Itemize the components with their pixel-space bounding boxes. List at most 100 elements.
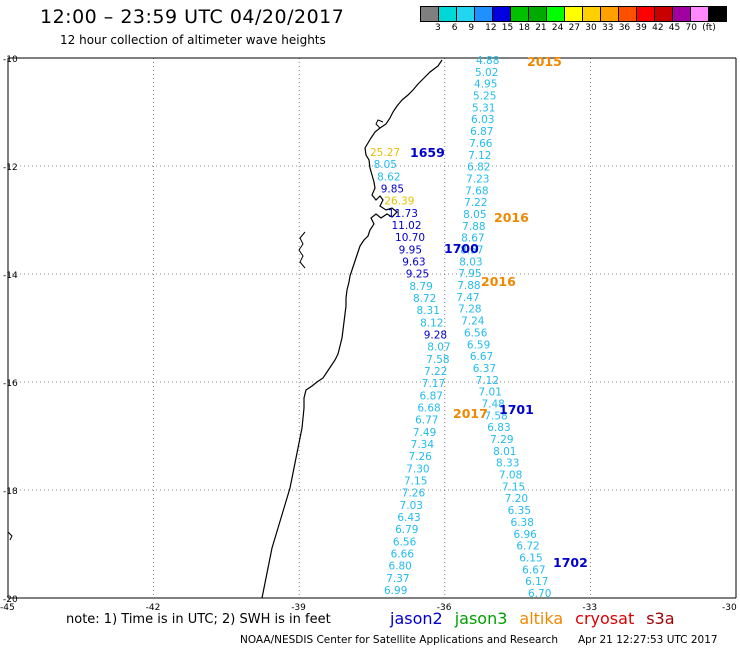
- color-scale-tick: 27: [568, 23, 581, 33]
- swh-value: 6.80: [388, 561, 411, 573]
- coastline: [261, 59, 443, 599]
- swh-value: 8.05: [374, 159, 397, 171]
- color-scale-tick: 3: [435, 23, 441, 33]
- swh-value: 6.15: [519, 552, 542, 564]
- ground-track-a: 4.885.024.955.255.316.036.877.667.126.82…: [456, 55, 551, 600]
- swh-value: 7.37: [386, 573, 409, 585]
- swh-value: 9.85: [381, 184, 404, 196]
- swh-value: 7.58: [484, 410, 507, 422]
- swh-value: 7.48: [481, 398, 504, 410]
- swh-value: 11.02: [391, 220, 421, 232]
- swh-value: 8.31: [417, 305, 440, 317]
- swh-value: 6.68: [417, 403, 440, 415]
- longitude-label: -33: [582, 603, 597, 613]
- swh-value: 11.73: [388, 208, 418, 220]
- page-subtitle: 12 hour collection of altimeter wave hei…: [60, 33, 326, 47]
- swh-value: 6.66: [391, 549, 415, 561]
- swh-value: 7.17: [422, 378, 445, 390]
- pass-time-label: 2016: [481, 274, 516, 289]
- swh-value: 9.95: [399, 244, 422, 256]
- color-scale-tick: 21: [535, 23, 547, 33]
- swh-value: 26.39: [384, 196, 414, 208]
- swh-value: 7.88: [457, 280, 480, 292]
- color-scale-tick: 36: [618, 23, 631, 33]
- pass-time-label: 1659: [410, 145, 445, 160]
- color-scale-tick: 18: [518, 23, 530, 33]
- swh-value: 7.12: [476, 375, 499, 387]
- longitude-label: -45: [0, 603, 15, 613]
- color-scale-tick: 42: [652, 23, 664, 33]
- swh-value: 5.02: [475, 67, 498, 79]
- longitude-label: -30: [722, 603, 737, 613]
- swh-value: 8.62: [377, 171, 400, 183]
- latitude-label: -16: [3, 379, 18, 389]
- swh-value: 6.67: [470, 351, 493, 363]
- ground-track-b: 25.278.058.629.8526.3911.7311.0210.709.9…: [370, 147, 451, 597]
- map-frame: [7, 57, 737, 599]
- swh-value: 7.58: [426, 354, 449, 366]
- swh-value: 6.59: [467, 339, 490, 351]
- swh-value: 6.67: [522, 564, 545, 576]
- longitude-label: -36: [437, 603, 452, 613]
- pass-time-label: 1700: [444, 241, 479, 256]
- swh-value: 8.79: [409, 281, 432, 293]
- swh-value: 7.34: [411, 439, 435, 451]
- pass-time-label: 1702: [553, 555, 588, 570]
- swh-value: 25.27: [370, 147, 400, 159]
- swh-value: 6.17: [525, 576, 548, 588]
- swh-value: 6.87: [420, 390, 443, 402]
- color-scale-tick: 39: [635, 23, 647, 33]
- swh-value: 8.72: [413, 293, 436, 305]
- pass-time-label: 2015: [527, 54, 562, 69]
- latitude-labels: -10 -12 -14 -16 -18 -20: [3, 55, 18, 605]
- latitude-label: -20: [3, 595, 18, 605]
- swh-value: 5.31: [472, 102, 495, 114]
- swh-value: 7.95: [458, 268, 481, 280]
- swh-value: 10.70: [395, 232, 425, 244]
- satellite-legend-item: jason3: [454, 609, 508, 628]
- map-grid: [8, 58, 736, 598]
- swh-value: 5.25: [473, 91, 496, 103]
- pass-time-label: 2016: [494, 210, 529, 225]
- swh-value: 8.05: [463, 209, 486, 221]
- credit-text: NOAA/NESDIS Center for Satellite Applica…: [240, 634, 558, 646]
- coastline-inlets: [7, 119, 384, 541]
- pass-time-label: 2017: [453, 406, 488, 421]
- latitude-label: -14: [3, 271, 18, 281]
- latitude-label: -10: [3, 55, 18, 65]
- satellite-legend: jason2 jason3 altika cryosat s3a: [390, 609, 687, 628]
- swh-value: 7.66: [469, 138, 493, 150]
- swh-value: 7.47: [456, 292, 479, 304]
- swh-value: 6.35: [508, 505, 531, 517]
- color-scale-swatch: [708, 6, 727, 22]
- pass-time-labels: 2015 1659 2016 1700 2016 2017 1701 1702: [410, 54, 588, 570]
- swh-value: 7.68: [465, 185, 488, 197]
- swh-value: 7.30: [406, 463, 429, 475]
- color-scale-tick: 33: [602, 23, 614, 33]
- swh-value: 8.57: [460, 245, 483, 257]
- color-scale-tick: 6: [451, 23, 458, 33]
- swh-value: 7.26: [402, 488, 426, 500]
- longitude-label: -39: [291, 603, 306, 613]
- color-scale-tick: 9: [468, 23, 475, 33]
- swh-value: 6.56: [464, 327, 488, 339]
- color-scale-bar: [420, 6, 727, 22]
- swh-value: 6.70: [528, 588, 551, 600]
- swh-value: 7.20: [505, 493, 528, 505]
- swh-value: 7.15: [404, 476, 427, 488]
- swh-value: 6.38: [511, 517, 534, 529]
- swh-value: 4.88: [476, 55, 499, 67]
- color-scale-tick: 12: [485, 23, 497, 33]
- swh-value: 8.01: [493, 446, 516, 458]
- satellite-legend-item: s3a: [646, 609, 675, 628]
- footer-note: note: 1) Time is in UTC; 2) SWH is in fe…: [66, 612, 331, 627]
- swh-value: 7.15: [502, 481, 525, 493]
- swh-value: 4.95: [474, 79, 497, 91]
- swh-value: 9.28: [424, 330, 447, 342]
- swh-value: 7.26: [408, 451, 432, 463]
- satellite-legend-item: altika: [519, 609, 564, 628]
- satellite-legend-item: jason2: [390, 609, 443, 628]
- swh-value: 7.22: [464, 197, 487, 209]
- swh-value: 7.29: [490, 434, 513, 446]
